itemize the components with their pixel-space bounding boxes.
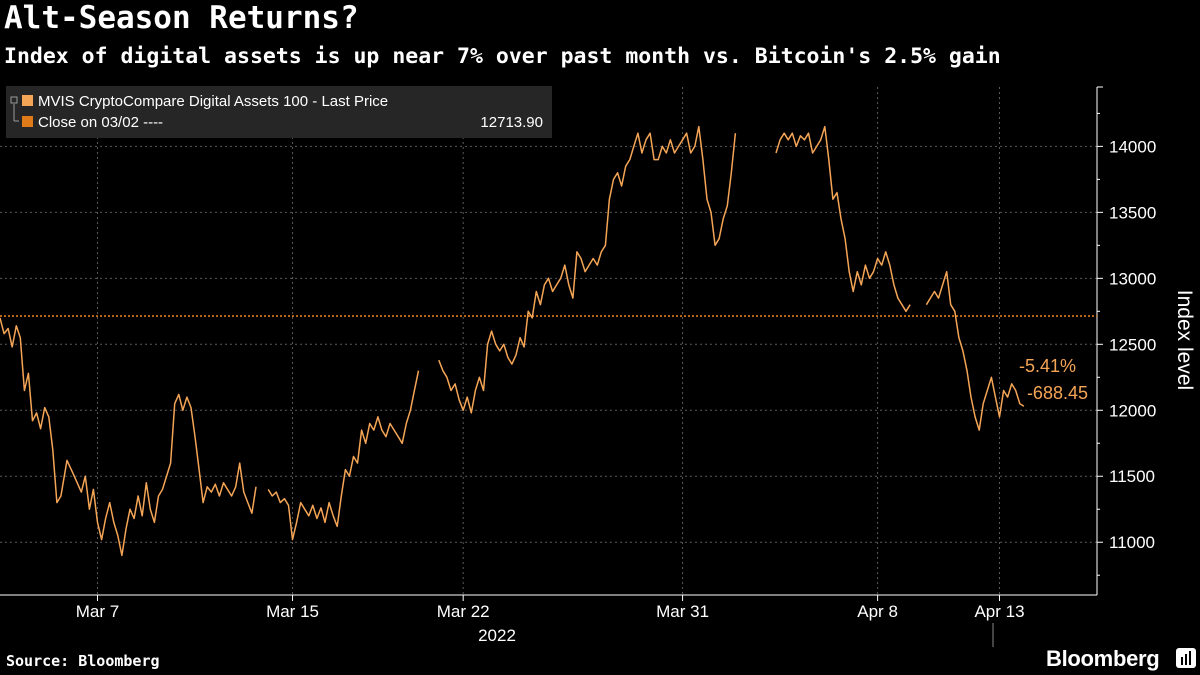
legend-collapse-icon[interactable] (10, 96, 18, 104)
x-tick-label: Mar 15 (266, 602, 319, 621)
y-axis-title: Index level (1173, 290, 1196, 390)
y-tick-label: 12000 (1109, 401, 1156, 420)
pct-change-label: -5.41% (1019, 356, 1076, 376)
legend-series-label: MVIS CryptoCompare Digital Assets 100 - … (38, 93, 388, 110)
source-note: Source: Bloomberg (6, 652, 160, 670)
y-tick-label: 14000 (1109, 137, 1156, 156)
legend-reference-value: 12713.90 (480, 114, 543, 131)
bloomberg-logo: Bloomberg (1046, 646, 1160, 671)
legend-series-swatch (22, 95, 33, 106)
x-tick-label: Mar 22 (437, 602, 490, 621)
axes: 11000 11500 12000 12500 13000 13500 14000 Mar 7… (0, 86, 1156, 647)
x-year-label: 2022 (478, 626, 516, 645)
y-tick-label: 12500 (1109, 335, 1156, 354)
x-tick-label: Apr 13 (974, 602, 1024, 621)
chart-title: Alt-Season Returns? (4, 0, 359, 36)
gridlines (0, 87, 1097, 595)
x-tick-label: Apr 8 (857, 602, 898, 621)
series-line (0, 125, 1025, 557)
series-layer (0, 125, 1025, 557)
legend-reference-label: Close on 03/02 ---- (38, 114, 163, 131)
legend-box (6, 86, 552, 138)
y-tick-label: 11000 (1109, 533, 1155, 552)
legend-reference-swatch (22, 116, 33, 127)
y-tick-label: 13000 (1109, 269, 1156, 288)
x-tick-label: Mar 31 (656, 602, 709, 621)
y-tick-label: 11500 (1109, 467, 1155, 486)
abs-change-label: -688.45 (1027, 383, 1088, 403)
legend: MVIS CryptoCompare Digital Assets 100 - … (6, 86, 552, 138)
chart-subtitle: Index of digital assets is up near 7% ov… (4, 44, 1001, 69)
terminal-icon (1176, 648, 1196, 668)
x-tick-label: Mar 7 (76, 602, 119, 621)
y-tick-label: 13500 (1109, 203, 1156, 222)
